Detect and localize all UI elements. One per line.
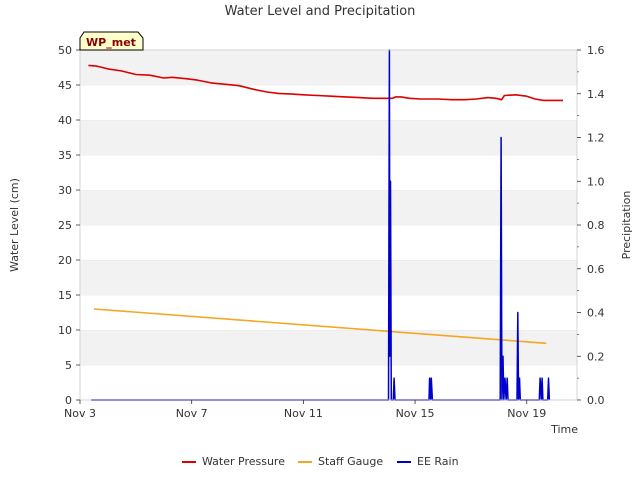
legend: Water Pressure Staff Gauge EE Rain — [182, 455, 459, 468]
y-right-tick-label: 0.6 — [587, 263, 605, 276]
x-axis-label: Time — [550, 423, 578, 436]
legend-label-staff-gauge: Staff Gauge — [318, 455, 383, 468]
y-left-tick-label: 5 — [65, 359, 72, 372]
y-left-tick-label: 25 — [58, 219, 72, 232]
x-tick-label: Nov 3 — [64, 407, 96, 420]
axes: 0 5 10 15 20 25 30 35 40 45 50 0.0 0.2 0.4 0.6 0.8 1.0 1.… — [58, 44, 605, 420]
grid-band — [80, 120, 577, 155]
station-badge-label: WP_met — [86, 36, 136, 49]
legend-label-water-pressure: Water Pressure — [202, 455, 285, 468]
grid-band — [80, 295, 577, 330]
grid-band — [80, 260, 577, 295]
y-right-tick-label: 1.0 — [587, 175, 605, 188]
grid-band — [80, 190, 577, 225]
y-right-tick-label: 0.8 — [587, 219, 605, 232]
y-left-tick-label: 15 — [58, 289, 72, 302]
y-left-tick-label: 20 — [58, 254, 72, 267]
x-tick-label: Nov 15 — [396, 407, 435, 420]
chart-title: Water Level and Precipitation — [225, 4, 416, 19]
y-left-tick-label: 40 — [58, 114, 72, 127]
y-right-tick-label: 1.4 — [587, 88, 605, 101]
grid-bands — [80, 49, 577, 400]
station-badge: WP_met — [79, 31, 144, 51]
y-right-tick-label: 0.2 — [587, 350, 605, 363]
x-tick-label: Nov 7 — [176, 407, 208, 420]
y-left-tick-label: 45 — [58, 79, 72, 92]
y-left-tick-label: 35 — [58, 149, 72, 162]
y-left-tick-label: 30 — [58, 184, 72, 197]
y-axis-right-label: Precipitation — [620, 191, 633, 260]
y-right-tick-label: 1.2 — [587, 132, 605, 145]
y-right-tick-label: 1.6 — [587, 44, 605, 57]
grid-band — [80, 225, 577, 260]
y-left-tick-label: 0 — [65, 394, 72, 407]
y-left-tick-label: 10 — [58, 324, 72, 337]
y-left-tick-label: 50 — [58, 44, 72, 57]
y-right-tick-label: 0.0 — [587, 394, 605, 407]
x-tick-label: Nov 11 — [284, 407, 323, 420]
y-axis-left-label: Water Level (cm) — [8, 178, 21, 272]
grid-band — [80, 85, 577, 120]
grid-band — [80, 155, 577, 190]
grid-band — [80, 330, 577, 365]
legend-label-ee-rain: EE Rain — [417, 455, 459, 468]
y-right-tick-label: 0.4 — [587, 307, 605, 320]
series-line-water-pressure — [88, 64, 563, 102]
series-line-staff-gauge — [93, 308, 547, 345]
grid-band — [80, 50, 577, 85]
grid-band — [80, 365, 577, 400]
x-tick-label: Nov 19 — [507, 407, 546, 420]
